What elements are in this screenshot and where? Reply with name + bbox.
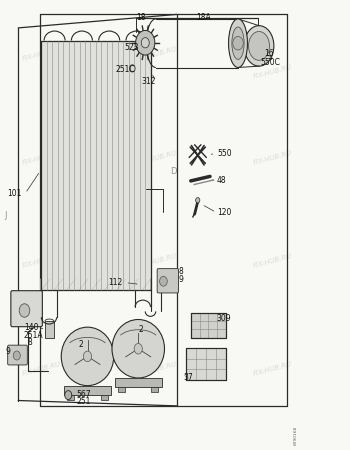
Circle shape [134, 343, 142, 354]
Bar [191, 313, 226, 338]
Text: 2: 2 [138, 325, 143, 334]
Ellipse shape [232, 27, 244, 59]
Ellipse shape [112, 320, 164, 378]
FancyBboxPatch shape [157, 269, 178, 293]
Text: 550C: 550C [261, 58, 281, 67]
Text: 251A: 251A [24, 331, 43, 340]
Bar [100, 395, 107, 400]
Text: FIX-HUB.RU: FIX-HUB.RU [253, 149, 293, 166]
Circle shape [196, 198, 200, 203]
Text: 312: 312 [142, 76, 156, 86]
Text: 8: 8 [178, 267, 183, 276]
Circle shape [130, 65, 135, 72]
Circle shape [141, 38, 149, 48]
Text: 251: 251 [76, 397, 91, 406]
Text: D: D [170, 166, 176, 176]
Bar [68, 395, 75, 400]
Text: FIX-HUB.RU: FIX-HUB.RU [22, 361, 62, 377]
Text: J: J [4, 212, 7, 220]
Text: FIX-HUB.RU: FIX-HUB.RU [137, 149, 178, 166]
Text: FIX-HUB.RU: FIX-HUB.RU [137, 253, 178, 269]
Ellipse shape [244, 26, 274, 66]
Text: FIX-HUB.RU: FIX-HUB.RU [137, 46, 178, 62]
Circle shape [65, 391, 72, 400]
Text: 6090168: 6090168 [294, 425, 298, 445]
Text: 523: 523 [124, 43, 139, 52]
FancyBboxPatch shape [8, 345, 27, 365]
Ellipse shape [229, 19, 247, 68]
Bar [115, 378, 162, 387]
Ellipse shape [61, 327, 114, 386]
Text: 101: 101 [8, 189, 22, 198]
Text: 567: 567 [76, 390, 91, 399]
Text: FIX-HUB.RU: FIX-HUB.RU [253, 64, 293, 80]
Bar [45, 321, 54, 338]
Ellipse shape [248, 32, 270, 60]
Text: 16: 16 [264, 50, 274, 58]
Text: 48: 48 [217, 176, 227, 185]
Text: FIX-HUB.RU: FIX-HUB.RU [22, 253, 62, 269]
Text: 2: 2 [79, 340, 84, 349]
Text: FIX-HUB.RU: FIX-HUB.RU [253, 361, 293, 377]
Text: 37: 37 [184, 373, 194, 382]
Circle shape [160, 276, 167, 286]
Circle shape [83, 351, 92, 362]
Bar [64, 386, 111, 395]
Text: 9: 9 [178, 275, 183, 284]
Bar [186, 348, 226, 380]
Text: FIX-HUB.RU: FIX-HUB.RU [22, 149, 62, 166]
Text: 9: 9 [5, 347, 10, 356]
Bar [186, 348, 226, 380]
FancyBboxPatch shape [11, 291, 42, 327]
Text: 140: 140 [24, 323, 38, 332]
Text: 309: 309 [216, 314, 231, 323]
Text: 550: 550 [217, 148, 232, 157]
Polygon shape [41, 40, 150, 290]
Circle shape [19, 304, 30, 317]
Text: 251C: 251C [116, 65, 135, 74]
Circle shape [13, 351, 20, 360]
Text: FIX-HUB.RU: FIX-HUB.RU [137, 361, 178, 377]
Bar [191, 313, 226, 338]
Text: 8: 8 [28, 338, 33, 347]
Text: 120: 120 [217, 208, 231, 217]
Circle shape [233, 36, 243, 50]
Text: 18A: 18A [196, 14, 211, 22]
Text: FIX-HUB.RU: FIX-HUB.RU [22, 46, 62, 62]
Circle shape [136, 31, 155, 55]
Text: FIX-HUB.RU: FIX-HUB.RU [253, 253, 293, 269]
Text: 112: 112 [108, 278, 123, 287]
Bar [151, 387, 158, 392]
Text: 18: 18 [136, 14, 146, 22]
Bar [118, 387, 125, 392]
